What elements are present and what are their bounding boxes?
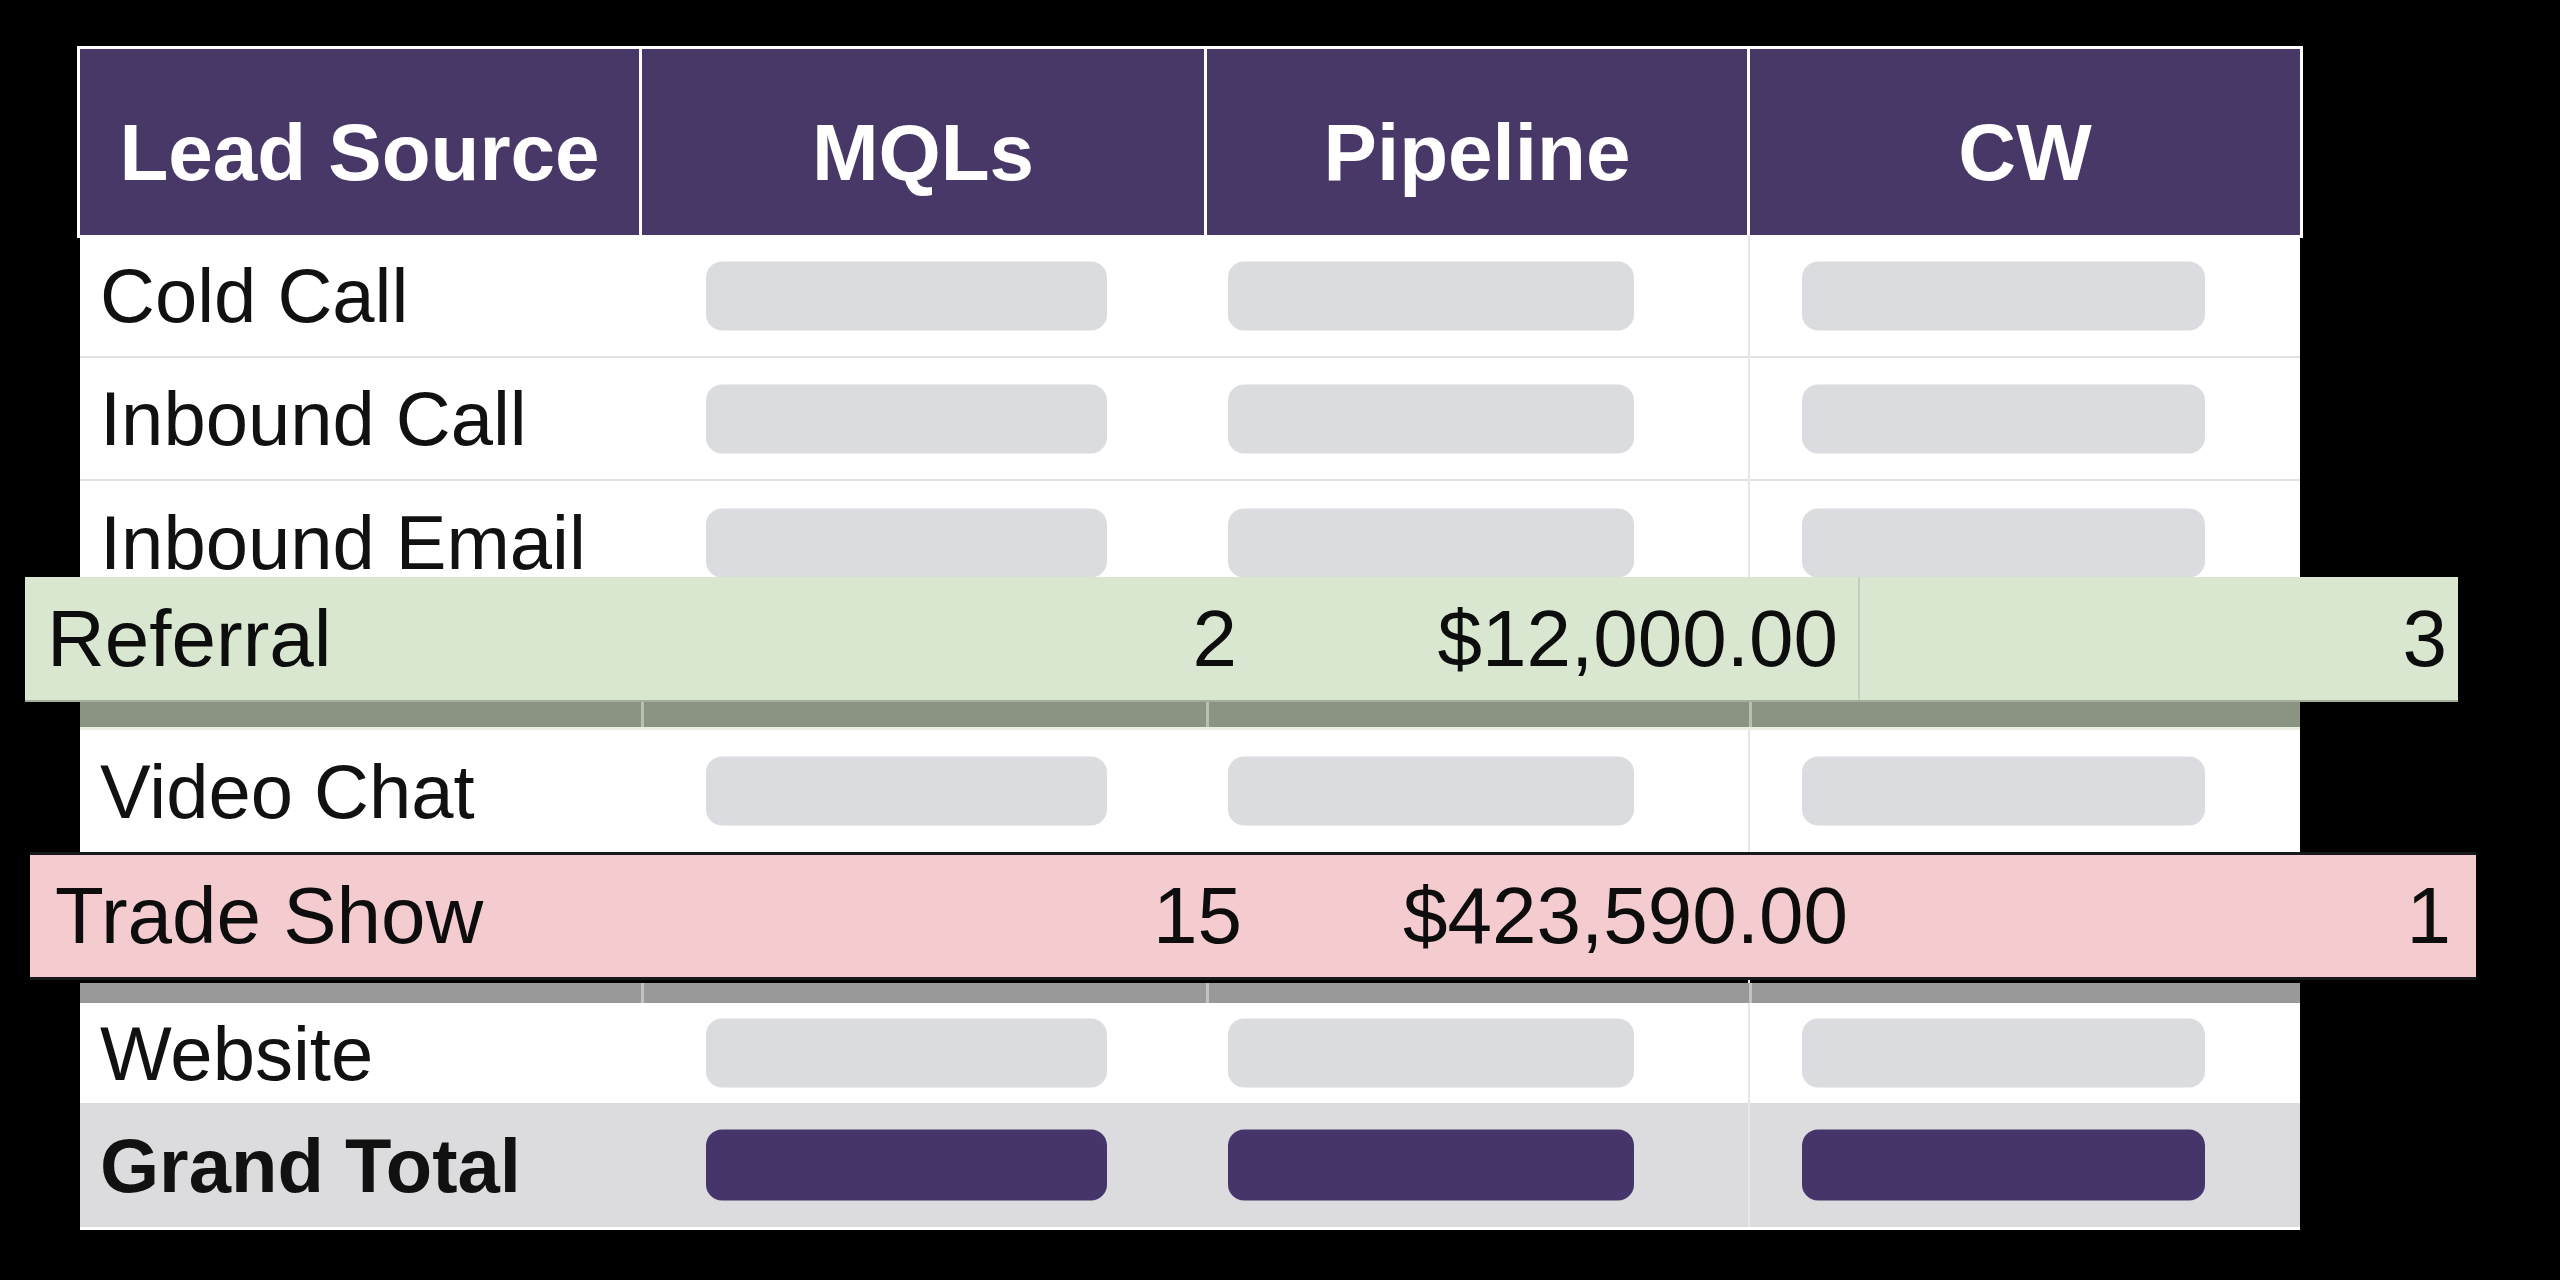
column-header-pipeline[interactable]: Pipeline	[1207, 49, 1747, 235]
redacted-value-pill	[706, 384, 1107, 453]
column-header-mqls[interactable]: MQLs	[642, 49, 1204, 235]
table-row-video-chat[interactable]: Video Chat	[80, 730, 2300, 852]
cw-value: 3	[2403, 593, 2448, 685]
redacted-value-pill	[1228, 1019, 1634, 1088]
redacted-value-pill	[1228, 508, 1634, 577]
row-label: Inbound Email	[100, 499, 586, 586]
shadow-column-tick	[641, 702, 644, 727]
shadow-column-tick	[641, 983, 644, 1003]
redacted-value-pill	[1228, 384, 1634, 453]
redacted-value-pill	[1228, 261, 1634, 330]
redacted-value-pill	[1802, 757, 2205, 826]
table-bottom-border	[80, 1227, 2300, 1230]
lead-source-report-table: Lead Source MQLs Pipeline CW Cold Call I…	[0, 0, 2560, 1280]
shadow-column-tick	[1206, 983, 1209, 1003]
redacted-total-pill	[1802, 1130, 2205, 1201]
table-row-cold-call[interactable]: Cold Call	[80, 235, 2300, 358]
redacted-total-pill	[1228, 1130, 1634, 1201]
shadow-column-tick	[1749, 702, 1752, 727]
redacted-total-pill	[706, 1130, 1107, 1201]
column-header-lead-source[interactable]: Lead Source	[80, 49, 639, 235]
mqls-value: 2	[1193, 593, 1238, 685]
column-header-cw[interactable]: CW	[1750, 49, 2300, 235]
row-label: Website	[100, 1010, 373, 1097]
column-divider	[1748, 235, 1750, 1227]
table-row-referral-highlighted[interactable]: Referral 2 $12,000.00 3	[25, 577, 2458, 702]
shadow-column-tick	[1749, 983, 1752, 1003]
row-label: Inbound Call	[100, 375, 527, 462]
shadow-column-tick	[1206, 702, 1209, 727]
row-label: Cold Call	[100, 252, 408, 339]
redacted-value-pill	[1802, 508, 2205, 577]
table-row-website[interactable]: Website	[80, 1003, 2300, 1103]
mqls-value: 15	[1153, 870, 1242, 962]
redacted-value-pill	[706, 1019, 1107, 1088]
redacted-value-pill	[1802, 1019, 2205, 1088]
row-label: Trade Show	[55, 870, 483, 962]
cw-value: 1	[2407, 870, 2452, 962]
redacted-value-pill	[706, 508, 1107, 577]
grand-total-label: Grand Total	[100, 1122, 521, 1209]
trade-show-row-shadow	[80, 983, 2300, 1003]
table-row-inbound-call[interactable]: Inbound Call	[80, 358, 2300, 481]
pipeline-value: $423,590.00	[1403, 870, 1848, 962]
table-row-grand-total[interactable]: Grand Total	[80, 1103, 2300, 1227]
redacted-value-pill	[1228, 757, 1634, 826]
cell-divider	[1858, 577, 1860, 700]
redacted-value-pill	[706, 261, 1107, 330]
redacted-value-pill	[1802, 384, 2205, 453]
pipeline-value: $12,000.00	[1438, 593, 1838, 685]
redacted-value-pill	[1802, 261, 2205, 330]
row-label: Referral	[47, 593, 332, 685]
row-label: Video Chat	[100, 748, 475, 835]
table-header-row: Lead Source MQLs Pipeline CW	[77, 46, 2303, 238]
referral-row-shadow	[80, 702, 2300, 730]
redacted-value-pill	[706, 757, 1107, 826]
table-row-trade-show-highlighted[interactable]: Trade Show 15 $423,590.00 1	[30, 852, 2476, 980]
